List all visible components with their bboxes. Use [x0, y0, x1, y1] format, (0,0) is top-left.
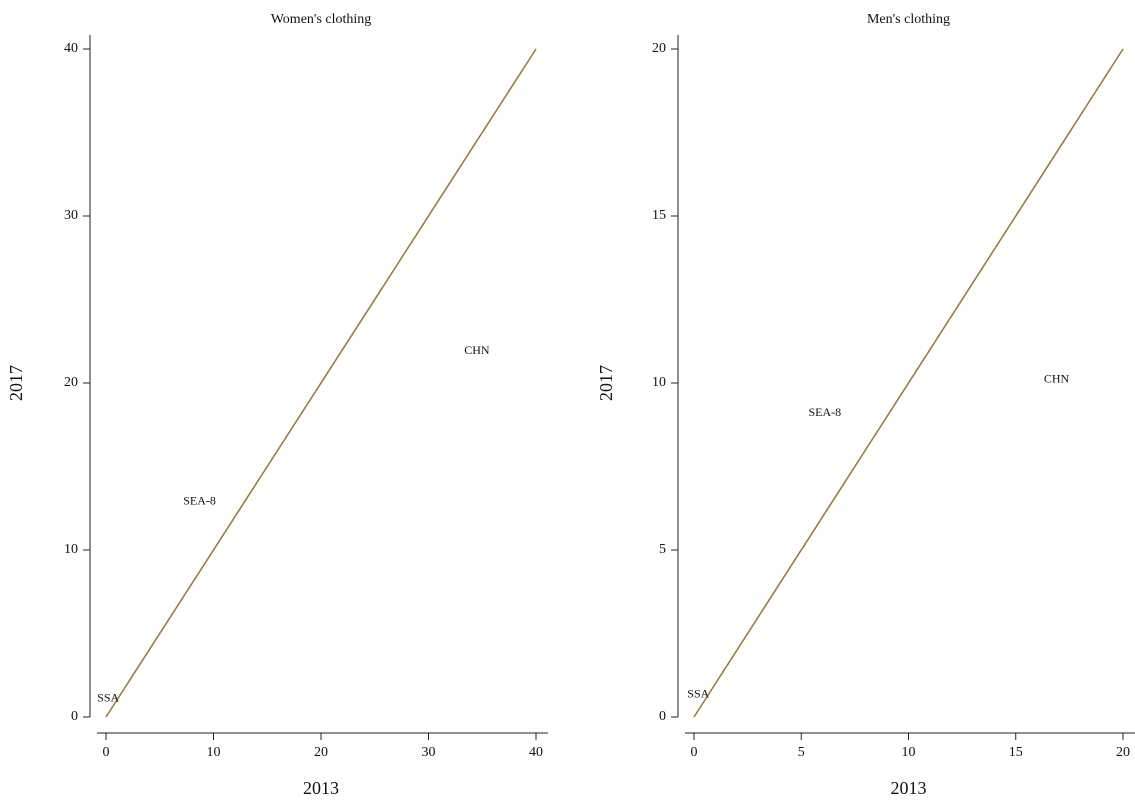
- x-tick-label: 20: [1116, 745, 1130, 760]
- y-tick-label: 40: [64, 41, 78, 56]
- x-tick-label: 20: [314, 745, 328, 760]
- x-tick-label: 0: [103, 745, 110, 760]
- y-tick-label: 20: [64, 375, 78, 390]
- y-tick-label: 5: [659, 542, 666, 557]
- reference-line: [693, 48, 1124, 718]
- point-label: CHN: [464, 343, 490, 357]
- y-tick-label: 0: [71, 709, 78, 724]
- point-label: SEA-8: [809, 405, 842, 419]
- x-tick-label: 40: [529, 745, 543, 760]
- point-label: SSA: [687, 687, 709, 701]
- y-axis-title: 2017: [6, 365, 26, 401]
- point-label: CHN: [1044, 371, 1070, 385]
- y-tick-label: 30: [64, 208, 78, 223]
- y-tick-label: 20: [652, 41, 666, 56]
- x-tick-label: 0: [691, 745, 698, 760]
- y-tick-label: 0: [659, 709, 666, 724]
- y-tick-label: 10: [64, 542, 78, 557]
- x-tick-label: 10: [902, 745, 916, 760]
- y-axis-title: 2017: [596, 365, 616, 401]
- chart-title: Women's clothing: [271, 12, 372, 27]
- y-tick-label: 10: [652, 375, 666, 390]
- point-label: SSA: [97, 690, 119, 704]
- x-tick-label: 10: [207, 745, 221, 760]
- x-axis-title: 2013: [891, 778, 927, 798]
- chart-title: Men's clothing: [867, 12, 950, 27]
- y-tick-label: 15: [652, 208, 666, 223]
- x-axis-title: 2013: [303, 778, 339, 798]
- point-label: SEA-8: [183, 493, 216, 507]
- x-tick-label: 15: [1009, 745, 1023, 760]
- x-tick-label: 5: [798, 745, 805, 760]
- x-tick-label: 30: [422, 745, 436, 760]
- reference-line: [105, 48, 537, 718]
